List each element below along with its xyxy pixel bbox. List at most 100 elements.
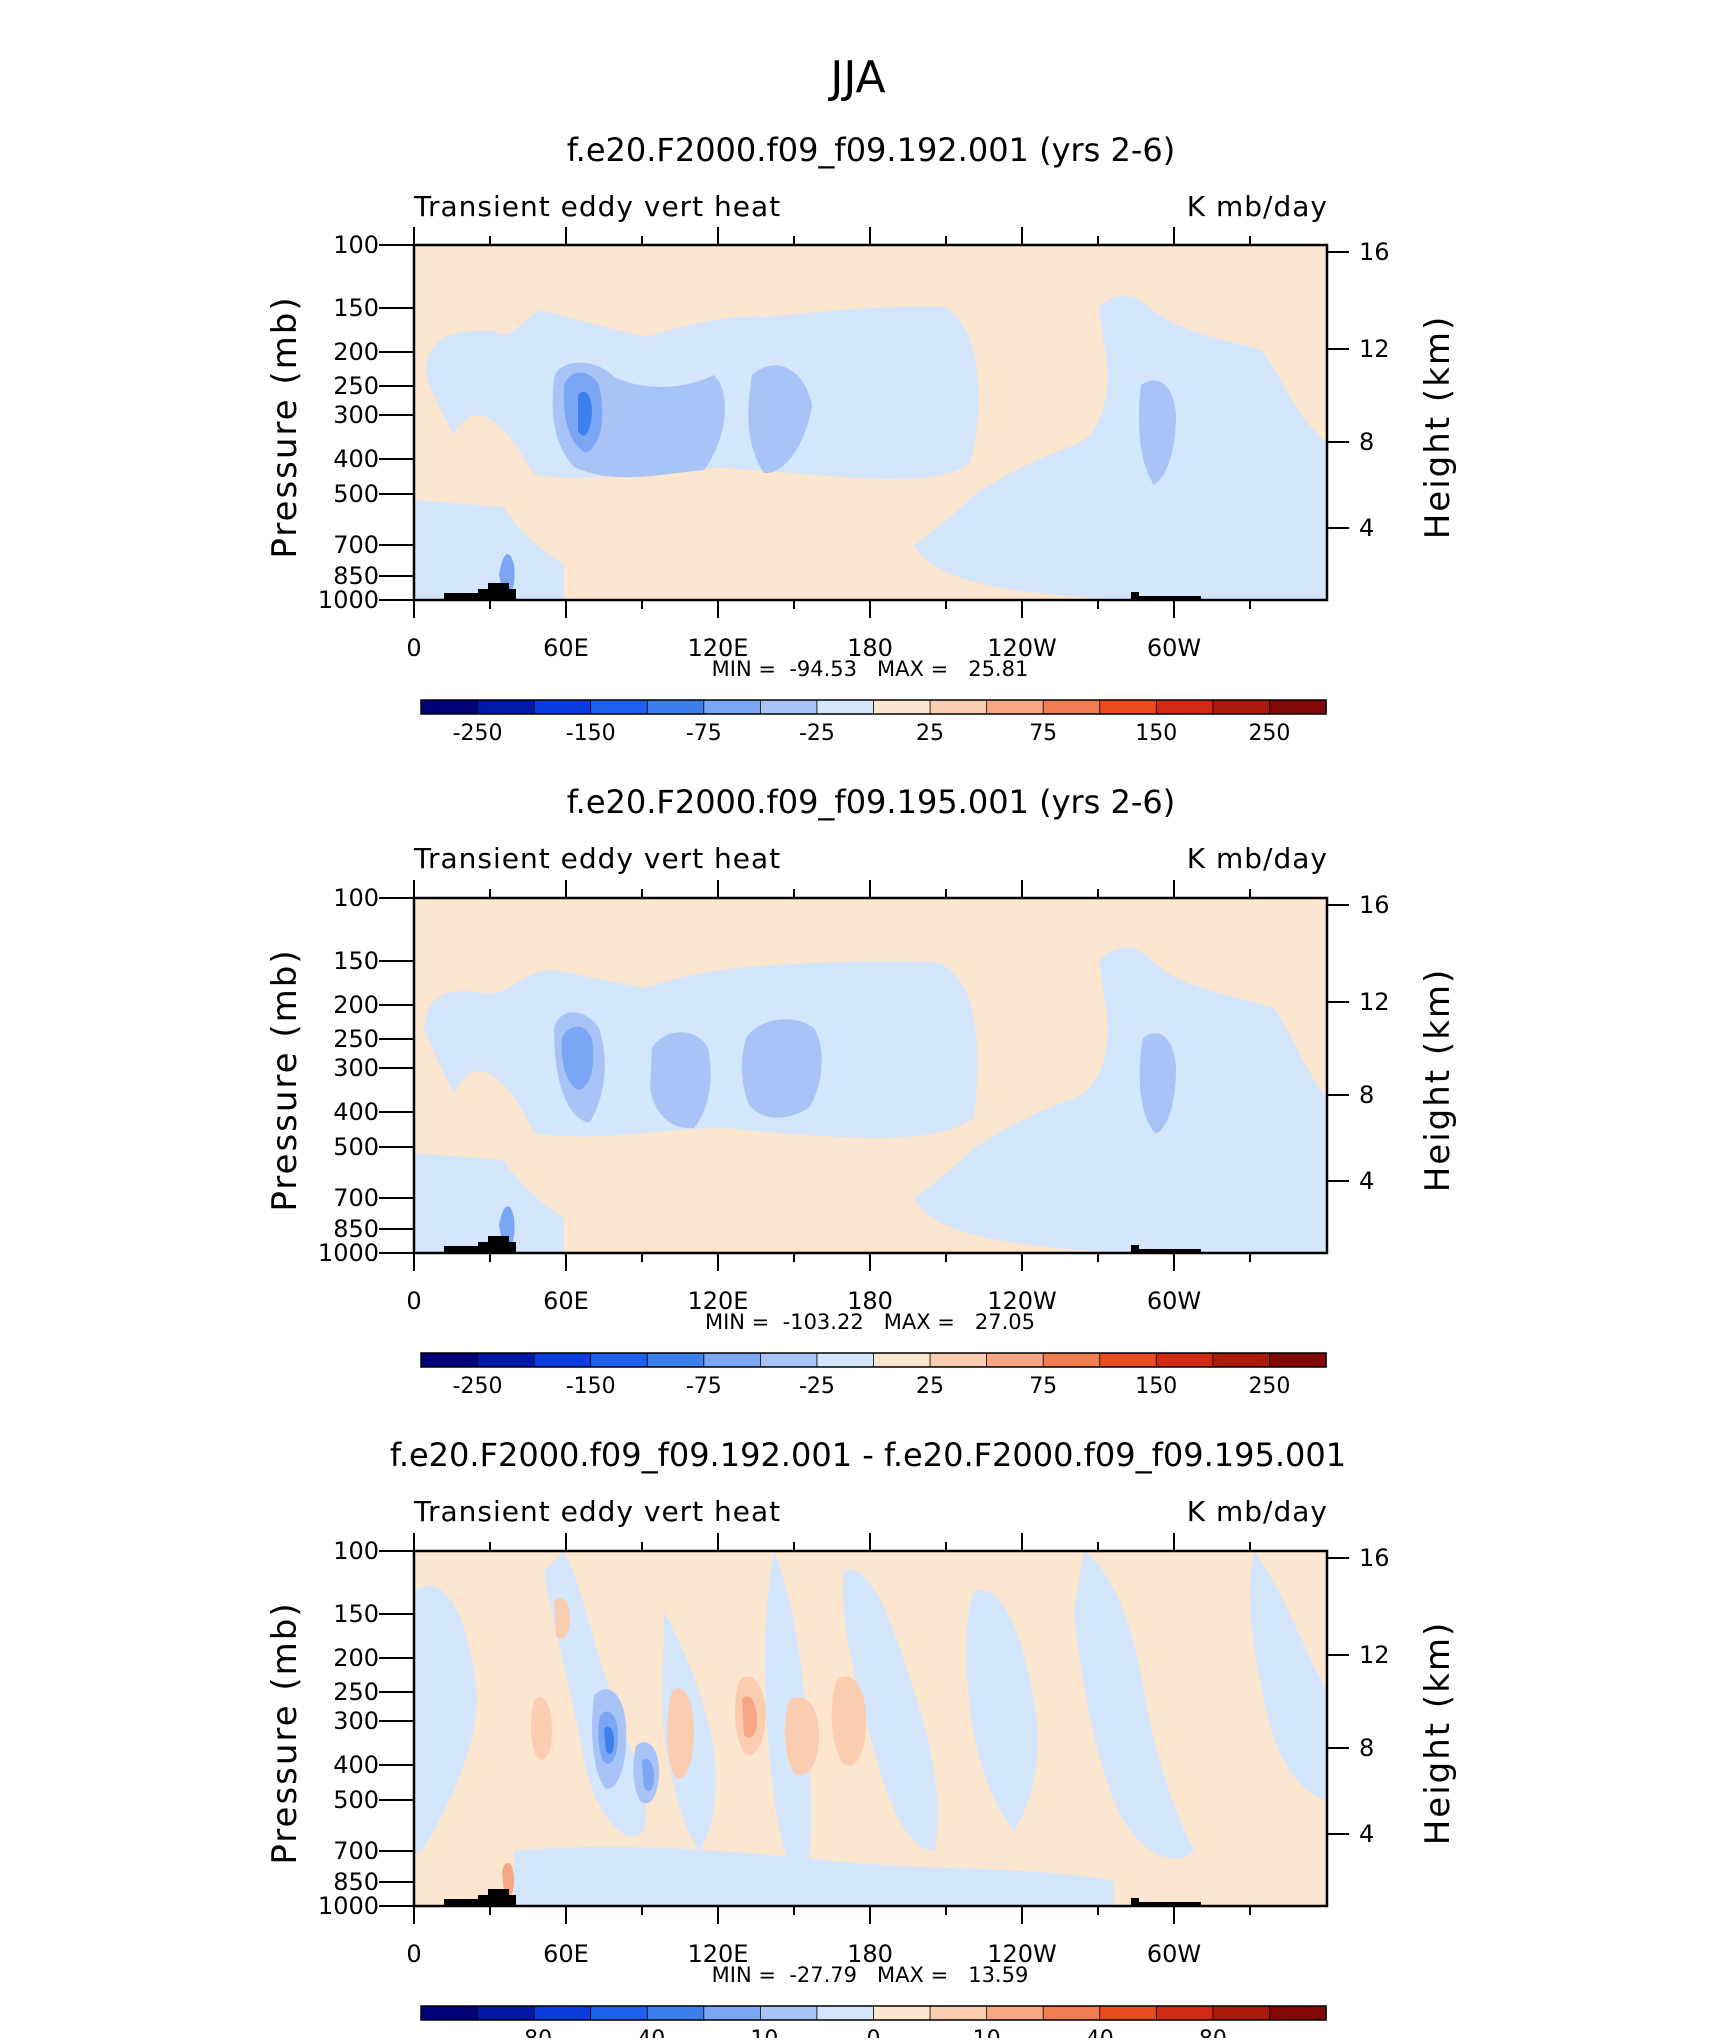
y2-axis-label: Height (km) xyxy=(1418,968,1458,1193)
x-ticks-top xyxy=(413,880,1251,898)
colorbar-box xyxy=(533,1352,592,1368)
colorbar-label: -150 xyxy=(566,1374,616,1399)
colorbar-box xyxy=(1042,1352,1101,1368)
left-label: Transient eddy vert heat xyxy=(413,842,781,875)
x-tick-label: 60E xyxy=(543,1287,589,1315)
colorbar-box xyxy=(646,2005,705,2021)
panel-title: f.e20.F2000.f09_f09.195.001 (yrs 2-6) xyxy=(567,783,1176,821)
colorbar-label: -75 xyxy=(686,721,722,746)
y-ticks-right xyxy=(1327,1557,1349,1835)
colorbar: -80 -40 -10 0 10 40 80 xyxy=(420,2005,1327,2042)
x-tick-label: 0 xyxy=(406,1287,421,1315)
colorbar-box xyxy=(420,2005,479,2021)
colorbar-box xyxy=(986,1352,1044,1368)
x-tick-label: 120E xyxy=(688,1940,749,1968)
colorbar-box xyxy=(929,2005,988,2021)
y2-tick-labels: 16 12 8 4 xyxy=(1359,238,1390,542)
y-tick-label: 500 xyxy=(333,1133,379,1161)
x-tick-label: 180 xyxy=(847,1940,893,1968)
y-axis-label: Pressure (mb) xyxy=(265,295,305,558)
colorbar-label: -250 xyxy=(453,721,503,746)
x-tick-label: 60E xyxy=(543,1940,589,1968)
colorbar-box xyxy=(1155,1352,1214,1368)
contour-medium-blue xyxy=(741,1019,822,1118)
contour-salmon xyxy=(502,1862,514,1897)
units-label: K mb/day xyxy=(1187,842,1328,875)
x-tick-label: 60W xyxy=(1147,1940,1201,1968)
colorbar-box xyxy=(1269,699,1327,715)
x-ticks-bottom xyxy=(413,600,1251,618)
y-tick-label: 1000 xyxy=(318,1892,379,1920)
season-title: JJA xyxy=(827,52,885,103)
y2-tick-label: 16 xyxy=(1359,1544,1390,1572)
colorbar-box xyxy=(1269,2005,1327,2021)
y2-tick-label: 12 xyxy=(1359,335,1390,363)
land-mask xyxy=(444,583,516,600)
min-max-stats: MIN = -27.79 MAX = 13.59 xyxy=(712,1963,1029,1987)
x-tick-labels: 0 60E 120E 180 120W 60W xyxy=(406,1940,1201,1968)
colorbar-box xyxy=(1212,2005,1271,2021)
colorbar-box xyxy=(590,2005,648,2021)
contour-blue xyxy=(642,1758,654,1792)
x-tick-label: 120E xyxy=(688,634,749,662)
y-tick-label: 400 xyxy=(333,1098,379,1126)
colorbar-label: 25 xyxy=(916,1374,944,1399)
land-mask xyxy=(444,1236,516,1253)
x-ticks-bottom xyxy=(413,1253,1251,1271)
colorbar-label: -150 xyxy=(566,721,616,746)
y-axis-label: Pressure (mb) xyxy=(265,1601,305,1864)
colorbar-box xyxy=(533,699,592,715)
units-label: K mb/day xyxy=(1187,1495,1328,1528)
contour-light-blue xyxy=(843,1570,938,1851)
colorbar-box xyxy=(420,1352,479,1368)
colorbar-box xyxy=(477,699,535,715)
contour-light-blue xyxy=(966,1589,1038,1831)
y-tick-label: 100 xyxy=(333,884,379,912)
contour-medium-blue xyxy=(1139,1033,1176,1134)
x-tick-label: 120W xyxy=(987,634,1057,662)
panel-title: f.e20.F2000.f09_f09.192.001 - f.e20.F200… xyxy=(390,1436,1346,1474)
land-mask xyxy=(1131,1245,1201,1253)
y-tick-label: 700 xyxy=(333,1184,379,1212)
land-mask xyxy=(444,1889,516,1906)
contour-light-blue xyxy=(444,1209,473,1253)
y-tick-label: 150 xyxy=(333,294,379,322)
x-tick-label: 180 xyxy=(847,634,893,662)
x-tick-label: 120W xyxy=(987,1287,1057,1315)
colorbar-label: 75 xyxy=(1029,1374,1057,1399)
colorbar-box xyxy=(477,1352,535,1368)
y2-tick-label: 8 xyxy=(1359,1734,1374,1762)
colorbar-box xyxy=(533,2005,592,2021)
colorbar-box xyxy=(929,699,988,715)
colorbar-label: 150 xyxy=(1135,721,1177,746)
y2-axis-label: Height (km) xyxy=(1418,315,1458,540)
colorbar-label: 250 xyxy=(1248,721,1290,746)
colorbar-box xyxy=(1212,699,1271,715)
contour-salmon xyxy=(742,1696,757,1738)
colorbar-label: -80 xyxy=(516,2027,552,2038)
colorbar-box xyxy=(816,699,875,715)
y-tick-label: 150 xyxy=(333,947,379,975)
plot-area: 0 60E 120E 180 120W 60W 100 150 200 250 … xyxy=(265,880,1458,1334)
contour-light-blue xyxy=(1074,1551,1194,1859)
left-label: Transient eddy vert heat xyxy=(413,1495,781,1528)
colorbar-box xyxy=(986,699,1044,715)
y-tick-label: 300 xyxy=(333,1707,379,1735)
colorbar-label: -40 xyxy=(629,2027,665,2038)
y2-tick-label: 12 xyxy=(1359,1641,1390,1669)
colorbar-box xyxy=(873,2005,931,2021)
x-ticks-bottom xyxy=(413,1906,1251,1924)
x-tick-label: 0 xyxy=(406,1940,421,1968)
colorbar-box xyxy=(873,699,931,715)
colorbar: -250 -150 -75 -25 25 75 150 250 xyxy=(420,1352,1327,1399)
contour-peach xyxy=(666,1687,694,1779)
y-tick-label: 250 xyxy=(333,372,379,400)
y-tick-label: 250 xyxy=(333,1678,379,1706)
contour-medium-blue xyxy=(1138,380,1176,485)
y-tick-label: 1000 xyxy=(318,1239,379,1267)
contour-medium-blue xyxy=(650,1032,711,1129)
contour-light-blue xyxy=(914,947,1327,1253)
colorbar-box xyxy=(986,2005,1044,2021)
y2-tick-label: 4 xyxy=(1359,514,1374,542)
x-tick-label: 60W xyxy=(1147,634,1201,662)
